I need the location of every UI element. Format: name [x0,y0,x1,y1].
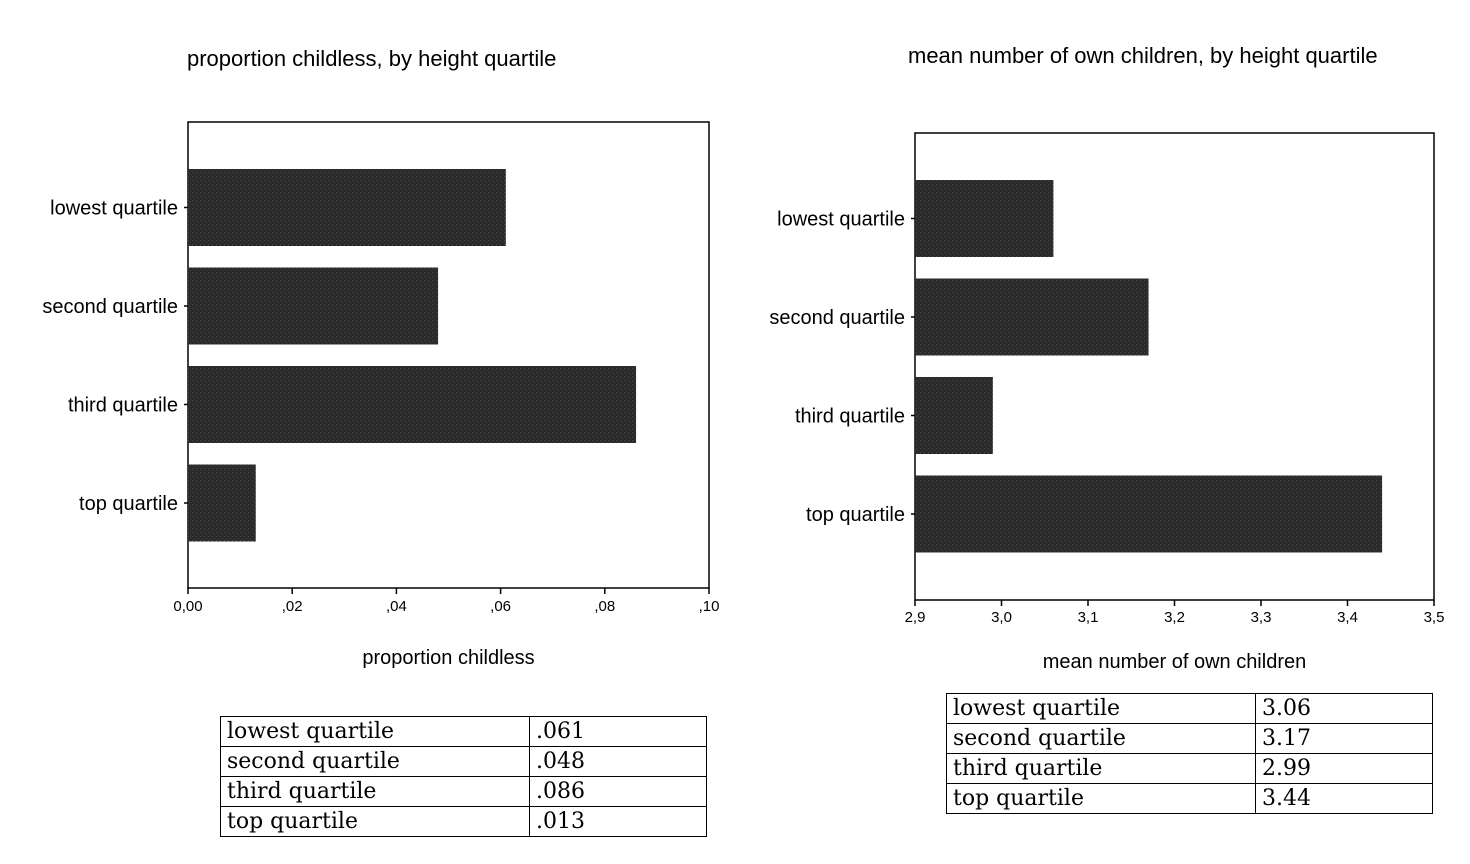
table-row: lowest quartile 3.06 [946,693,1433,724]
bar-lowest-quartile [188,169,506,246]
table-cell-label: lowest quartile [220,716,530,747]
table-cell-value: .086 [529,776,707,807]
table-cell-label: third quartile [946,753,1256,784]
right-values-table: lowest quartile 3.06 second quartile 3.17 th… [946,693,1433,814]
bar-second-quartile [915,278,1149,356]
x-tick-label: 3,4 [1337,609,1358,626]
left-chart-title: proportion childless, by height quartile [187,46,557,71]
table-row: top quartile 3.44 [946,783,1433,814]
table-cell-value: 3.17 [1255,723,1433,754]
table-row: third quartile .086 [220,776,707,807]
x-tick-label: 3,0 [991,609,1012,626]
table-row: second quartile 3.17 [946,723,1433,754]
category-label: top quartile [79,493,178,515]
table-cell-label: top quartile [220,806,530,837]
table-cell-label: second quartile [220,746,530,777]
x-axis-label: mean number of own children [1043,651,1306,673]
left-values-table: lowest quartile .061 second quartile .048 th… [220,716,707,837]
table-cell-value: .048 [529,746,707,777]
table-cell-label: top quartile [946,783,1256,814]
category-label: lowest quartile [50,198,178,220]
x-tick-label: 3,1 [1078,609,1099,626]
bar-second-quartile [188,267,439,345]
table-cell-value: .061 [529,716,707,747]
bar-third-quartile [188,366,637,443]
x-tick-label: 3,5 [1424,609,1445,626]
table-cell-value: 2.99 [1255,753,1433,784]
x-tick-label: 3,2 [1164,609,1185,626]
table-cell-label: lowest quartile [946,693,1256,724]
table-cell-label: third quartile [220,776,530,807]
right-chart: lowest quartile second quartile third quar… [769,132,1445,673]
x-tick-label: 3,3 [1251,609,1272,626]
table-row: top quartile .013 [220,806,707,837]
category-label: second quartile [42,296,178,318]
table-cell-label: second quartile [946,723,1256,754]
x-tick-label: 0,00 [173,598,202,615]
left-chart: lowest quartile second quartile third quar… [42,121,720,669]
table-row: third quartile 2.99 [946,753,1433,784]
plot-frame [187,121,710,589]
table-row: second quartile .048 [220,746,707,777]
table-row: lowest quartile .061 [220,716,707,747]
table-cell-value: 3.44 [1255,783,1433,814]
x-tick-label: ,02 [282,598,303,615]
right-chart-title: mean number of own children, by height q… [908,43,1378,68]
table-cell-value: .013 [529,806,707,837]
x-axis-label: proportion childless [362,647,534,669]
category-label: second quartile [769,307,905,329]
bar-third-quartile [915,377,993,454]
bar-top-quartile [915,475,1383,553]
category-label: top quartile [806,504,905,526]
category-label: third quartile [68,395,178,417]
x-tick-label: ,06 [490,598,511,615]
category-label: third quartile [795,406,905,428]
table-cell-value: 3.06 [1255,693,1433,724]
bar-lowest-quartile [915,180,1054,257]
x-tick-label: ,04 [386,598,407,615]
x-tick-label: 2,9 [905,609,926,626]
bar-top-quartile [188,464,256,542]
x-tick-label: ,08 [594,598,615,615]
x-tick-label: ,10 [699,598,720,615]
category-label: lowest quartile [777,209,905,231]
